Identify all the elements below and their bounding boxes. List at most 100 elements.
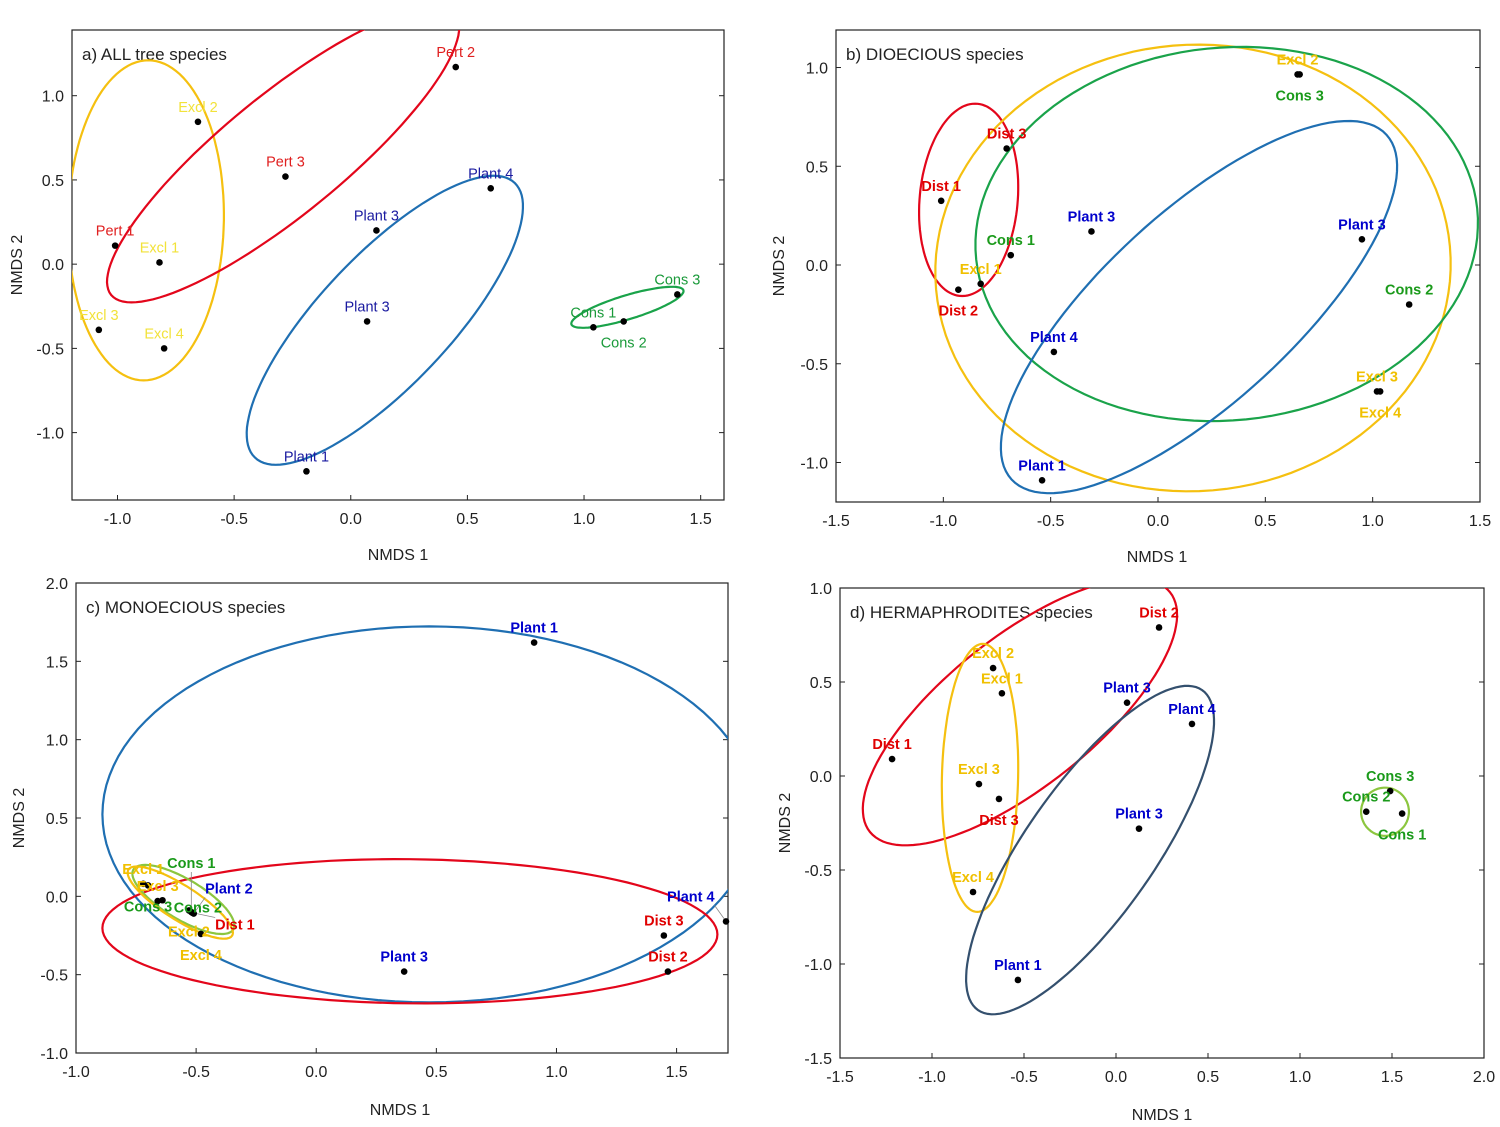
x-tick-label: 0.0 <box>340 511 362 528</box>
x-tick-label: 0.5 <box>1254 513 1276 530</box>
point-plant-4 <box>1188 720 1196 728</box>
point-pert-2 <box>452 63 460 71</box>
point-label: Cons 2 <box>1342 790 1390 806</box>
panel-a: -1.0 -0.5 0.0 0.5 1.0 1.5 -1.0 -0.5 0.0 0.5 1.0 NMD… <box>9 29 725 564</box>
point-plant-3 <box>400 968 408 975</box>
point-cons-2 <box>620 318 627 325</box>
point-label: Excl 1 <box>140 240 180 256</box>
y-tick-label: -1.5 <box>804 1051 832 1068</box>
point-excl-1 <box>156 259 163 266</box>
point-label: Cons 2 <box>1385 283 1433 299</box>
point-label: Plant 1 <box>1018 458 1066 474</box>
point-label: Plant 4 <box>468 166 513 182</box>
x-axis-label: NMDS 1 <box>1132 1107 1193 1122</box>
x-tick-label: 0.5 <box>456 511 478 528</box>
x-tick-label: 1.0 <box>1362 513 1384 530</box>
x-tick-label: 0.0 <box>1105 1069 1127 1086</box>
y-tick-label: 2.0 <box>46 576 68 593</box>
point-dist-3 <box>660 932 668 939</box>
x-tick-label: 0.0 <box>305 1064 327 1081</box>
x-tick-label: -1.5 <box>822 513 850 530</box>
point-label: Plant 3 <box>1115 807 1163 823</box>
point-label: Plant 1 <box>284 449 329 465</box>
y-tick-label: -0.5 <box>36 341 64 358</box>
point-label: Excl 3 <box>958 762 1000 778</box>
point-excl-4 <box>1376 388 1384 395</box>
point-dist-2 <box>1155 624 1163 631</box>
y-tick-label: -1.0 <box>800 456 828 473</box>
ellipse-pert <box>105 30 461 304</box>
y-tick-label: -0.5 <box>40 968 68 985</box>
point-label: Dist 2 <box>939 304 979 320</box>
point-label: Plant 3 <box>1338 217 1386 233</box>
y-axis-label: NMDS 2 <box>771 236 788 297</box>
x-tick-label: 1.0 <box>545 1064 567 1081</box>
point-excl-4 <box>160 345 168 352</box>
y-axis-label: NMDS 2 <box>777 793 794 854</box>
x-tick-label: -1.0 <box>930 513 958 530</box>
point-excl-2 <box>194 118 202 126</box>
x-tick-label: -1.0 <box>104 511 132 528</box>
point-label: Pert 2 <box>436 45 475 61</box>
point-label: Excl 4 <box>1359 405 1401 421</box>
point-excl-4 <box>969 888 977 896</box>
ellipse-dist <box>101 857 719 1005</box>
point-label: Pert 3 <box>266 155 305 171</box>
panel-title: d) HERMAPHRODITES species <box>850 603 1093 622</box>
y-tick-label: 0.0 <box>806 258 828 275</box>
ellipse-dist <box>918 102 1020 298</box>
point-plant-4 <box>722 918 730 925</box>
ellipse-cons <box>1360 786 1410 837</box>
ellipse-cons <box>570 285 685 329</box>
panel-title: a) ALL tree species <box>82 45 227 64</box>
point-label: Excl 2 <box>168 924 210 940</box>
point-cons-3 <box>1296 71 1303 78</box>
point-label: Excl 3 <box>1356 369 1398 385</box>
point-label: Dist 2 <box>1139 605 1179 621</box>
point-label: Plant 1 <box>994 958 1042 974</box>
y-tick-label: -0.5 <box>800 357 828 374</box>
point-plant-1 <box>1014 976 1022 984</box>
point-cons-3 <box>144 882 152 889</box>
panel-title: b) DIOECIOUS species <box>846 45 1024 64</box>
point-plant-3 <box>373 227 380 234</box>
x-tick-label: -0.5 <box>1037 513 1065 530</box>
y-tick-label: -1.0 <box>804 957 832 974</box>
point-excl-1 <box>998 689 1006 697</box>
point-label: Excl 3 <box>137 879 179 895</box>
y-tick-label: 0.5 <box>46 811 68 828</box>
point-plant-3 <box>1123 699 1131 706</box>
point-label: Plant 3 <box>1068 209 1116 225</box>
point-plant-4 <box>1050 348 1058 356</box>
point-label: Excl 2 <box>178 100 218 116</box>
plot-frame <box>835 29 1481 503</box>
point-dist-1 <box>189 909 196 917</box>
point-label: Dist 1 <box>215 918 255 934</box>
ellipse-plant <box>101 625 728 1004</box>
point-cons-1 <box>590 324 597 331</box>
point-label: Excl 4 <box>952 870 994 886</box>
panel-title: c) MONOECIOUS species <box>86 598 285 617</box>
ellipse-excl <box>934 43 1452 493</box>
point-label: Dist 1 <box>921 179 961 195</box>
point-label: Plant 4 <box>1168 702 1216 718</box>
x-tick-label: -1.0 <box>918 1069 946 1086</box>
point-label: Excl 2 <box>972 646 1014 662</box>
point-cons-2 <box>1362 808 1370 816</box>
x-tick-label: 0.5 <box>425 1064 447 1081</box>
point-label: Dist 3 <box>644 914 684 930</box>
point-cons-2 <box>159 896 166 904</box>
point-plant-3 <box>1088 228 1095 235</box>
point-label: Excl 4 <box>180 948 222 964</box>
point-label: Cons 3 <box>654 272 700 288</box>
point-label: Plant 3 <box>354 208 399 224</box>
point-pert-3 <box>282 173 289 180</box>
point-label: Excl 1 <box>981 671 1023 687</box>
point-cons-1 <box>1007 251 1015 259</box>
point-label: Plant 1 <box>510 621 558 637</box>
point-plant-1 <box>530 639 538 646</box>
ellipse-cons <box>974 45 1480 423</box>
plot-frame <box>75 582 729 1054</box>
y-tick-label: 0.5 <box>810 675 832 692</box>
